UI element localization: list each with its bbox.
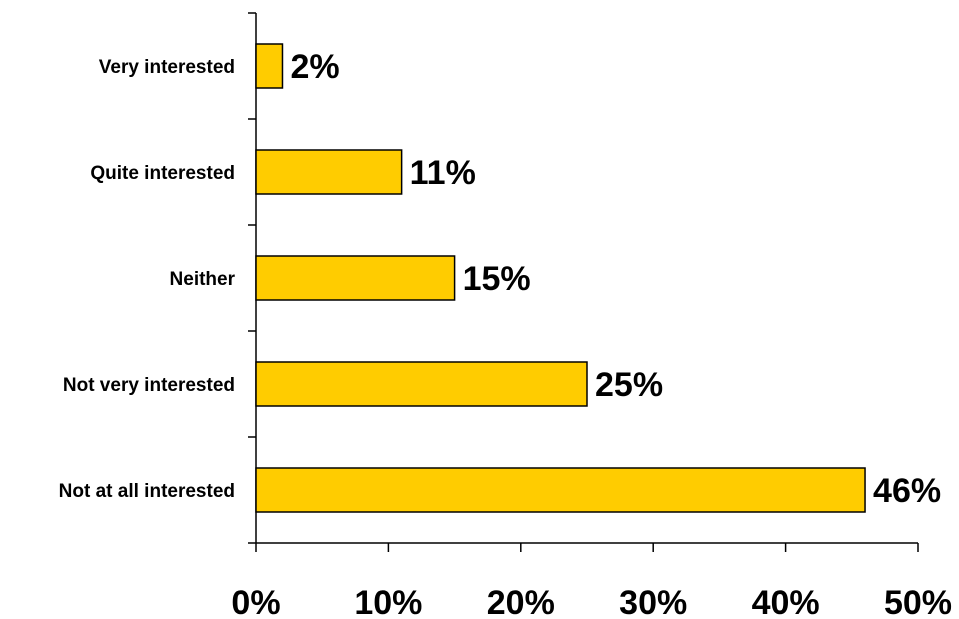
bar — [255, 43, 284, 89]
bar — [255, 149, 403, 195]
x-tick-label: 10% — [354, 584, 422, 619]
bar — [255, 255, 456, 301]
x-tick-label: 20% — [487, 584, 555, 619]
category-label: Quite interested — [90, 163, 235, 184]
x-tick-label: 0% — [231, 584, 280, 619]
category-label: Not at all interested — [59, 481, 235, 502]
value-label: 46% — [873, 472, 941, 510]
chart-bars — [255, 43, 866, 513]
chart-labels: 0% 10% 20% 30% 40% 50% Very interested 2% Quite … — [59, 48, 952, 619]
category-label: Not very interested — [63, 375, 235, 396]
value-label: 2% — [290, 48, 339, 86]
bar — [255, 361, 588, 407]
x-tick-label: 50% — [884, 584, 952, 619]
x-tick-label: 40% — [752, 584, 820, 619]
category-label: Neither — [170, 269, 236, 290]
x-tick-label: 30% — [619, 584, 687, 619]
bar — [255, 467, 866, 513]
value-label: 11% — [410, 154, 476, 192]
value-label: 15% — [463, 260, 531, 298]
category-label: Very interested — [99, 57, 235, 78]
value-label: 25% — [595, 366, 663, 404]
